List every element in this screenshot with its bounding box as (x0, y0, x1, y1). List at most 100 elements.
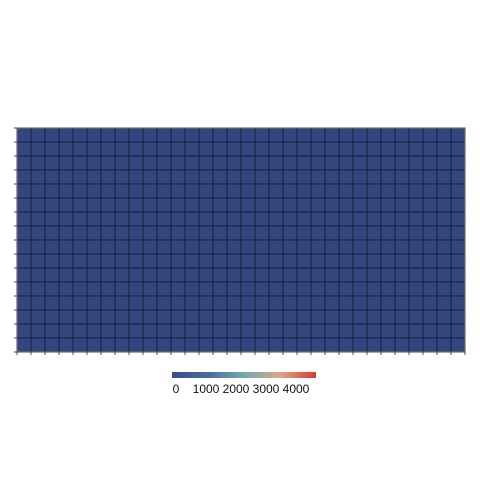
heatmap-cell (394, 267, 410, 283)
heatmap-cell (254, 211, 270, 227)
heatmap-cell (380, 127, 396, 143)
heatmap-cell (114, 253, 130, 269)
heatmap-cell (324, 267, 340, 283)
heatmap-cell (100, 337, 116, 353)
heatmap-cell (450, 211, 466, 227)
heatmap-cell (324, 197, 340, 213)
heatmap-cell (450, 239, 466, 255)
heatmap-cell (296, 267, 312, 283)
heatmap-cell (16, 169, 32, 185)
colorbar-tick-label: 2000 (223, 382, 250, 396)
heatmap-cell (268, 253, 284, 269)
heatmap-cell (282, 267, 298, 283)
heatmap-cell (450, 183, 466, 199)
heatmap-cell (44, 225, 60, 241)
heatmap-cell (380, 337, 396, 353)
heatmap-cell (338, 169, 354, 185)
heatmap-cell (324, 183, 340, 199)
heatmap-cell (366, 183, 382, 199)
heatmap-cell (16, 211, 32, 227)
heatmap-cell (366, 169, 382, 185)
heatmap-cell (240, 323, 256, 339)
heatmap-cell (282, 281, 298, 297)
heatmap-cell (310, 127, 326, 143)
heatmap-cell (324, 337, 340, 353)
heatmap-cell (142, 337, 158, 353)
heatmap-cell (212, 183, 228, 199)
heatmap-cell (338, 155, 354, 171)
heatmap-cell (450, 169, 466, 185)
heatmap-cell (436, 239, 452, 255)
heatmap-cell (226, 155, 242, 171)
heatmap-cell (142, 295, 158, 311)
heatmap-cell (324, 253, 340, 269)
heatmap-cell (212, 239, 228, 255)
heatmap-cell (324, 295, 340, 311)
heatmap-cell (142, 267, 158, 283)
heatmap-cell (240, 183, 256, 199)
heatmap-cell (254, 155, 270, 171)
heatmap-cell (380, 211, 396, 227)
heatmap-cell (170, 309, 186, 325)
heatmap-cell (394, 295, 410, 311)
heatmap-cell (296, 309, 312, 325)
heatmap-cell (296, 281, 312, 297)
heatmap-cell (324, 169, 340, 185)
heatmap-cell (380, 169, 396, 185)
heatmap-cell (86, 127, 102, 143)
heatmap-cell (58, 281, 74, 297)
heatmap-cell (30, 309, 46, 325)
heatmap-cell (212, 211, 228, 227)
heatmap-cell (16, 141, 32, 157)
heatmap-cell (128, 267, 144, 283)
heatmap-cell (16, 253, 32, 269)
heatmap-cell (86, 197, 102, 213)
heatmap-cell (44, 141, 60, 157)
heatmap-cell (338, 127, 354, 143)
heatmap-cell (226, 183, 242, 199)
heatmap-cell (86, 183, 102, 199)
heatmap-cell (240, 337, 256, 353)
heatmap-cell (226, 323, 242, 339)
heatmap-cell (450, 155, 466, 171)
heatmap-cell (352, 267, 368, 283)
heatmap-cell (436, 295, 452, 311)
heatmap-cell (114, 295, 130, 311)
heatmap-cell (310, 281, 326, 297)
heatmap-cell (282, 155, 298, 171)
heatmap-cell (268, 211, 284, 227)
heatmap-cell (408, 127, 424, 143)
heatmap-cell (450, 253, 466, 269)
heatmap-cell (16, 239, 32, 255)
heatmap-cell (100, 267, 116, 283)
heatmap-cell (58, 267, 74, 283)
heatmap-cell (380, 225, 396, 241)
heatmap-cell (254, 197, 270, 213)
heatmap-cell (58, 211, 74, 227)
heatmap-cell (184, 281, 200, 297)
heatmap-cell (16, 127, 32, 143)
heatmap-cell (408, 183, 424, 199)
heatmap-cell (268, 337, 284, 353)
heatmap-cell (170, 155, 186, 171)
colorbar-bar (172, 372, 316, 378)
heatmap-cell (16, 267, 32, 283)
heatmap-cell (100, 295, 116, 311)
heatmap-cell (422, 323, 438, 339)
heatmap-cell (100, 225, 116, 241)
heatmap-cell (324, 225, 340, 241)
heatmap-cell (30, 295, 46, 311)
heatmap-cell (380, 281, 396, 297)
heatmap-cell (128, 225, 144, 241)
heatmap-cell (226, 267, 242, 283)
heatmap-cell (58, 323, 74, 339)
heatmap-cell (352, 337, 368, 353)
heatmap-cell (30, 281, 46, 297)
heatmap-cell (408, 197, 424, 213)
heatmap-cell (30, 253, 46, 269)
heatmap-cell (254, 309, 270, 325)
heatmap-cell (30, 323, 46, 339)
heatmap-cell (100, 169, 116, 185)
heatmap-cell (156, 225, 172, 241)
